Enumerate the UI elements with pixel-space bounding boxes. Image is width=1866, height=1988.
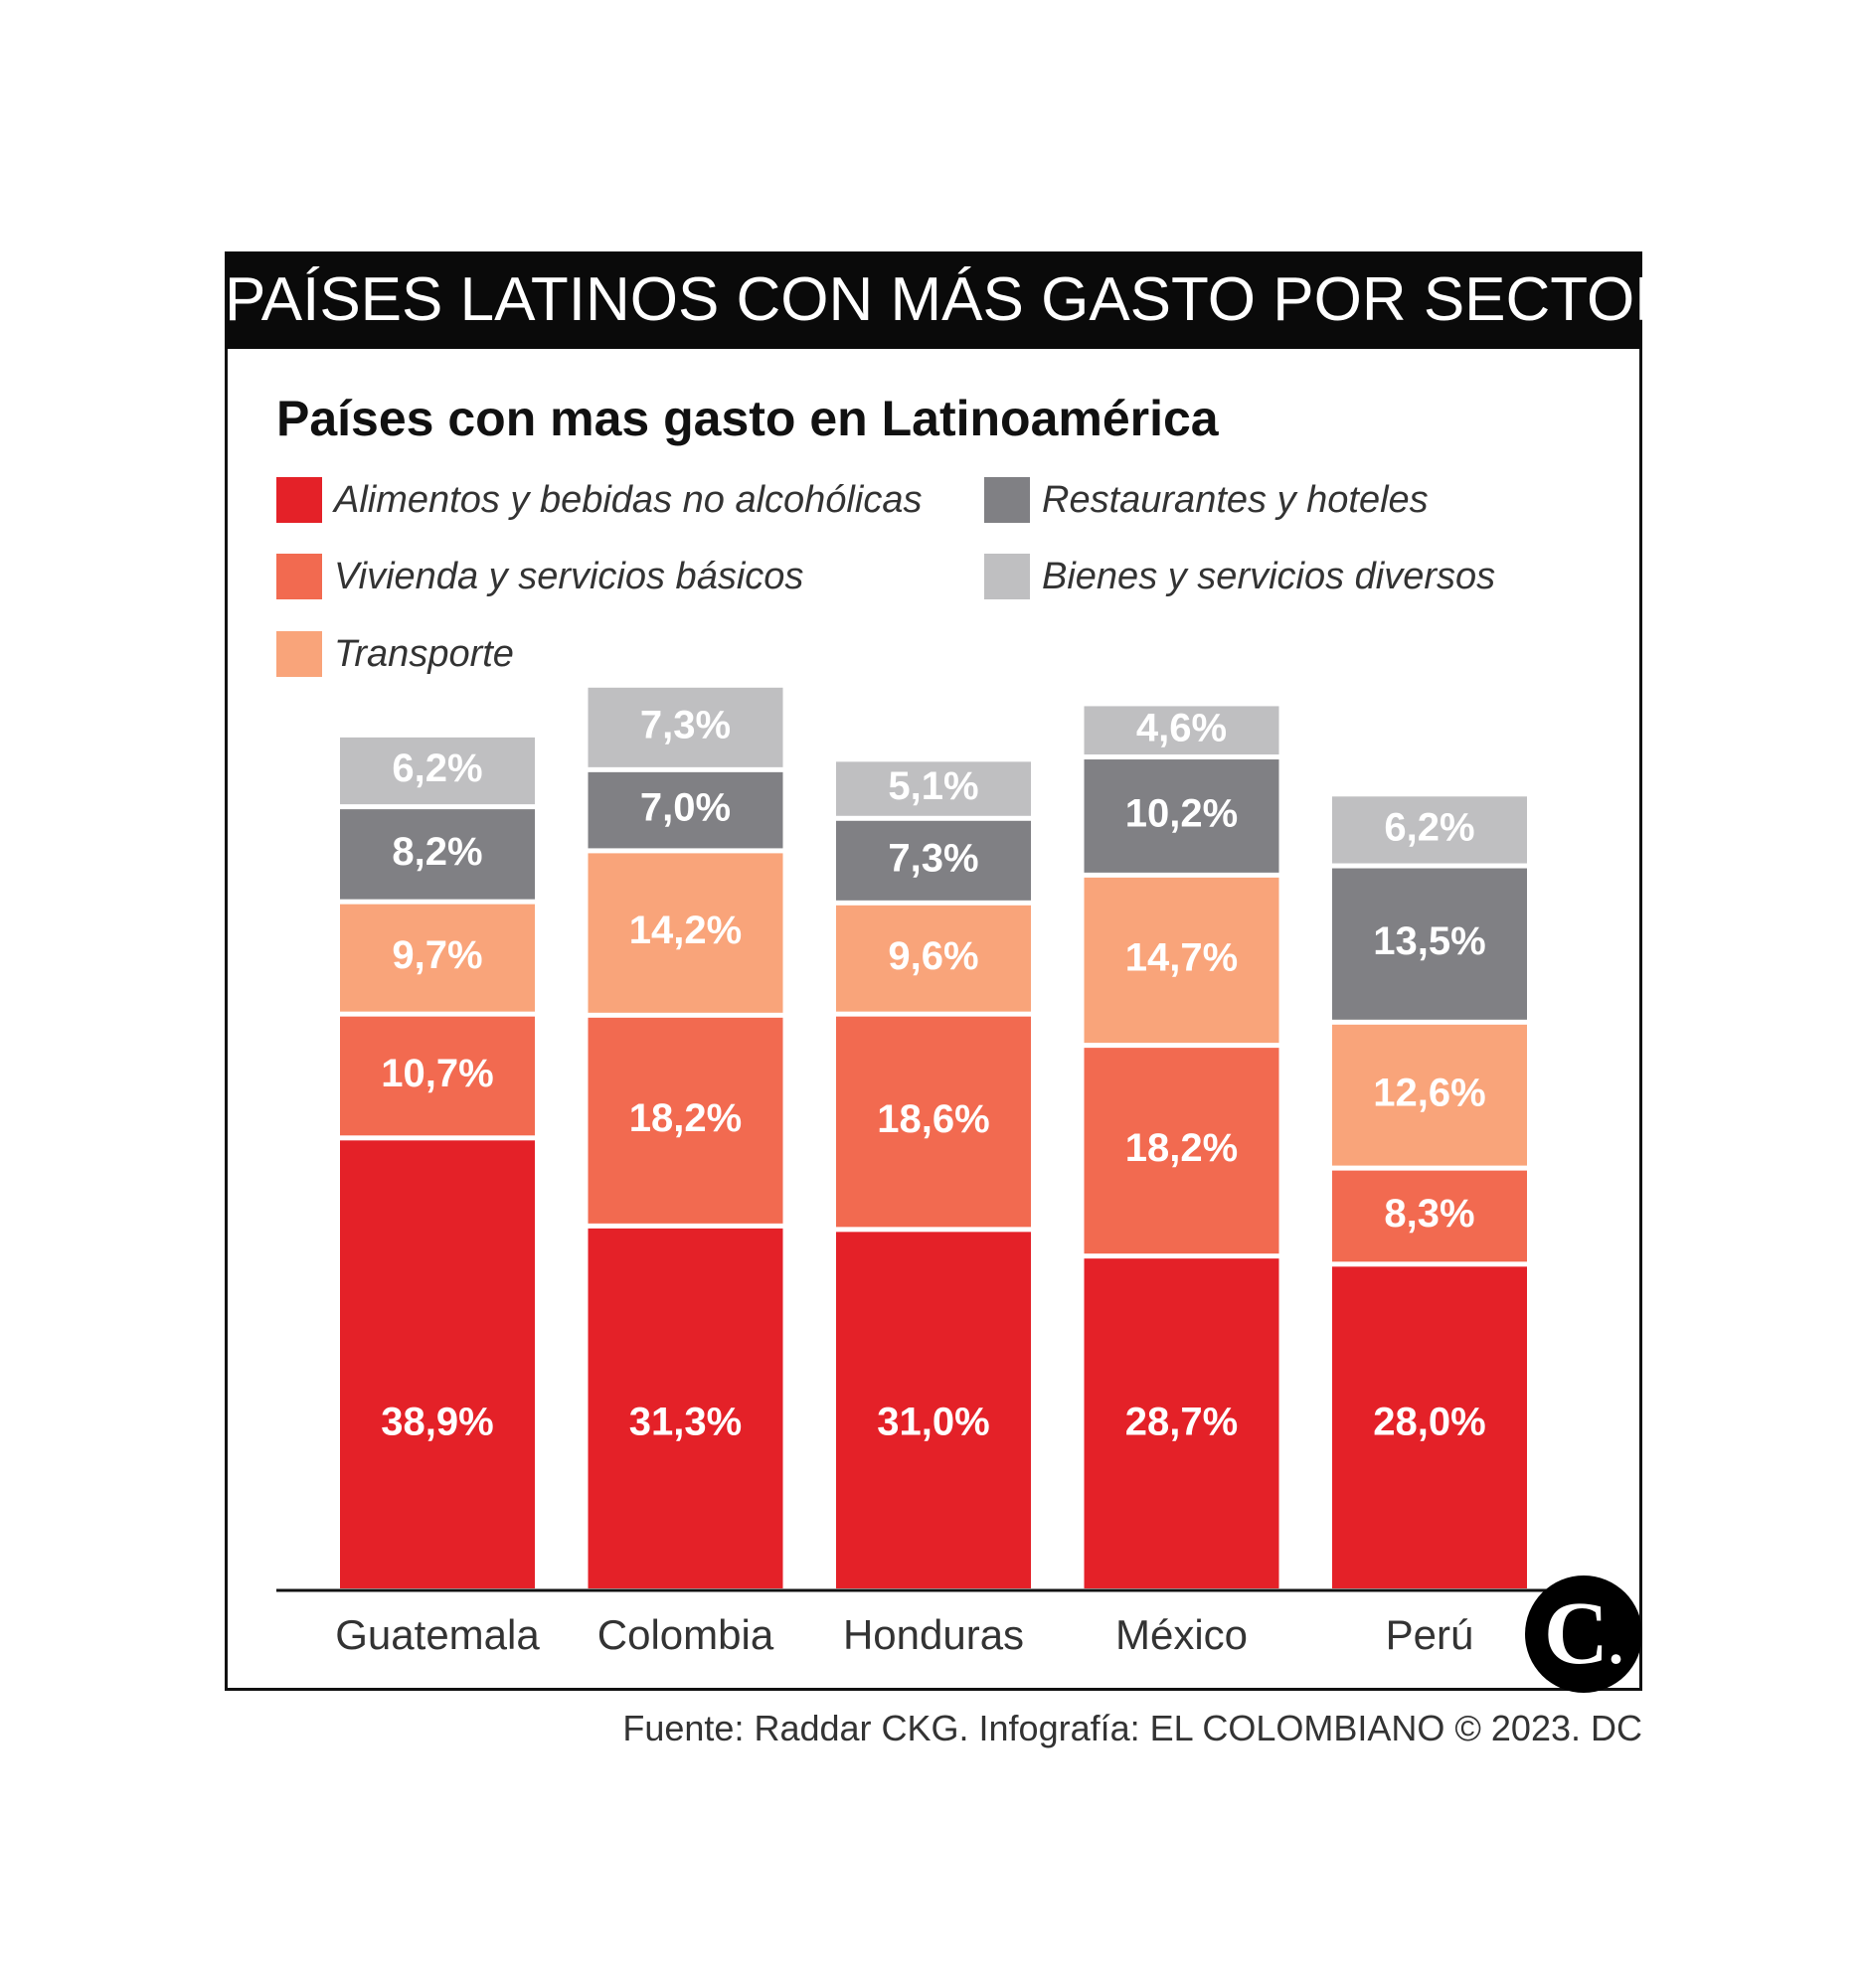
legend-item-transporte: Transporte	[276, 630, 514, 678]
legend-label: Alimentos y bebidas no alcohólicas	[334, 478, 923, 521]
legend-swatch	[984, 477, 1030, 523]
data-label: 18,2%	[629, 1096, 742, 1140]
header-title: PAÍSES LATINOS CON MÁS GASTO POR SECTOR	[225, 251, 1679, 349]
bar-segment	[588, 853, 783, 1013]
legend-item-restaurantes: Restaurantes y hoteles	[984, 476, 1429, 524]
data-label: 6,2%	[392, 746, 482, 790]
bar-segment	[1084, 1258, 1279, 1588]
data-label: 12,6%	[1373, 1071, 1485, 1114]
data-label: 7,3%	[888, 836, 978, 880]
data-label: 31,3%	[629, 1401, 742, 1444]
data-label: 10,7%	[381, 1052, 493, 1095]
el-colombiano-logo: C.	[1525, 1575, 1642, 1693]
data-label: 5,1%	[888, 764, 978, 808]
bar-segment	[836, 1016, 1031, 1228]
data-label: 9,6%	[888, 934, 978, 978]
bar-segment	[1084, 877, 1279, 1044]
legend-label: Bienes y servicios diversos	[1042, 555, 1496, 597]
bar-segment	[1332, 1024, 1527, 1166]
bar-segment	[588, 687, 783, 767]
bar-segment	[836, 1232, 1031, 1588]
data-label: 4,6%	[1136, 706, 1227, 749]
source-credit: Fuente: Raddar CKG. Infografía: EL COLOM…	[622, 1708, 1642, 1748]
data-label: 8,2%	[392, 830, 482, 874]
data-label: 28,7%	[1125, 1401, 1238, 1444]
data-label: 38,9%	[381, 1401, 493, 1444]
bar-segment	[1084, 759, 1279, 873]
bar-segment	[836, 761, 1031, 816]
bar-segment	[1332, 796, 1527, 864]
data-label: 10,2%	[1125, 792, 1238, 836]
legend-item-alimentos: Alimentos y bebidas no alcohólicas	[276, 476, 922, 524]
bar-segment	[1332, 1170, 1527, 1262]
data-label: 14,2%	[629, 909, 742, 952]
bar-segment	[588, 771, 783, 849]
data-label: 28,0%	[1373, 1401, 1485, 1444]
legend-item-bienes: Bienes y servicios diversos	[984, 553, 1495, 600]
bar-segment	[340, 737, 535, 805]
legend-label: Vivienda y servicios básicos	[334, 555, 804, 597]
data-label: 14,7%	[1125, 936, 1238, 980]
data-label: 18,6%	[877, 1097, 989, 1141]
legend-swatch	[276, 631, 322, 677]
bar-segment	[836, 820, 1031, 901]
legend-swatch	[276, 554, 322, 599]
bar-segment	[1084, 1048, 1279, 1254]
bar-segment	[340, 1140, 535, 1588]
category-label: Colombia	[597, 1611, 774, 1658]
bar-segment	[836, 905, 1031, 1012]
legend-swatch	[276, 477, 322, 523]
bar-segment	[1332, 1266, 1527, 1588]
legend-label: Restaurantes y hoteles	[1042, 478, 1429, 521]
data-label: 8,3%	[1384, 1192, 1474, 1236]
bar-segment	[340, 904, 535, 1012]
category-label: Perú	[1386, 1611, 1474, 1658]
chart-title: Países con mas gasto en Latinoamérica	[276, 391, 1219, 446]
bar-segment	[340, 809, 535, 900]
legend-label: Transporte	[334, 632, 514, 675]
bar-segment	[340, 1016, 535, 1136]
category-label: México	[1115, 1611, 1248, 1658]
data-label: 13,5%	[1373, 919, 1485, 963]
data-label: 9,7%	[392, 933, 482, 977]
data-label: 7,3%	[640, 703, 731, 746]
data-label: 7,0%	[640, 786, 731, 830]
bar-segment	[588, 1228, 783, 1588]
bar-segment	[1084, 706, 1279, 755]
legend-swatch	[984, 554, 1030, 599]
bar-segment	[1332, 868, 1527, 1020]
data-label: 31,0%	[877, 1401, 989, 1444]
data-label: 18,2%	[1125, 1126, 1238, 1170]
data-label: 6,2%	[1384, 805, 1474, 849]
legend-item-vivienda: Vivienda y servicios básicos	[276, 553, 803, 600]
category-label: Honduras	[843, 1611, 1024, 1658]
bar-segment	[588, 1017, 783, 1224]
category-label: Guatemala	[335, 1611, 540, 1658]
